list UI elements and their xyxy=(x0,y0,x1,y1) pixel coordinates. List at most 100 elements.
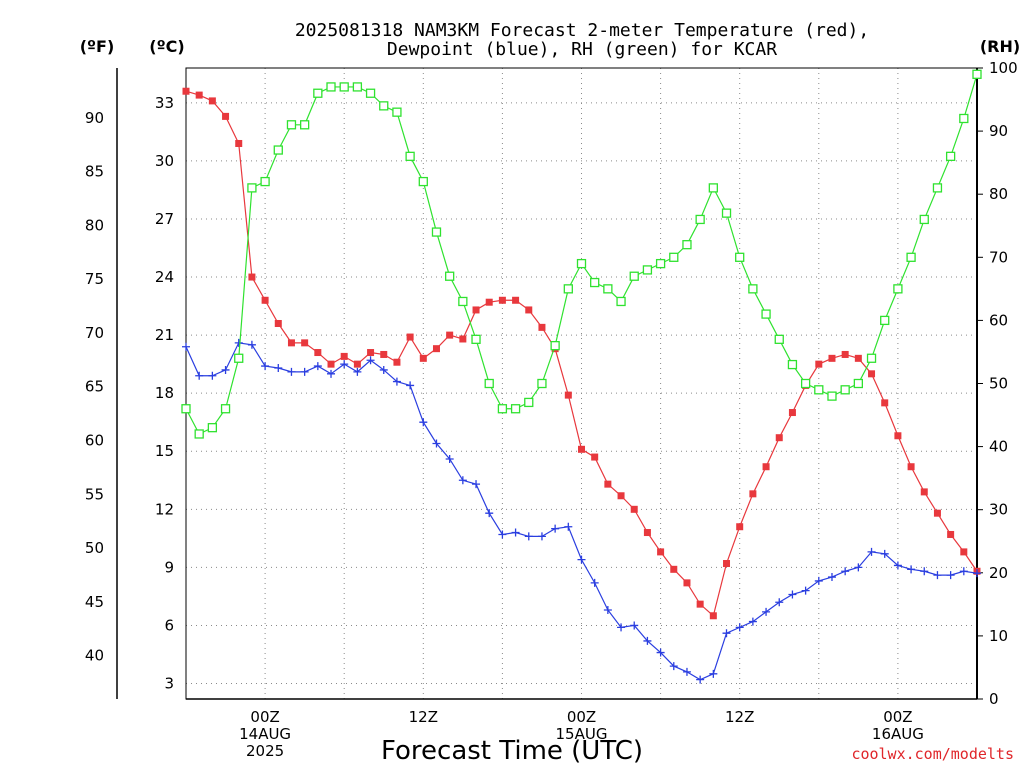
data-point xyxy=(787,359,798,370)
data-point xyxy=(431,227,442,237)
data-point xyxy=(221,365,230,374)
data-point xyxy=(301,339,309,347)
celsius-tick-label: 6 xyxy=(164,616,174,634)
data-point xyxy=(459,335,467,343)
data-point xyxy=(827,573,836,582)
data-point xyxy=(656,648,665,657)
rh-tick-label: 50 xyxy=(989,375,1008,393)
data-point xyxy=(643,529,651,537)
rh-tick-label: 30 xyxy=(989,501,1008,519)
data-point xyxy=(762,463,770,471)
data-point xyxy=(907,463,915,471)
celsius-tick-label: 24 xyxy=(155,268,174,286)
data-point xyxy=(616,296,626,307)
data-point xyxy=(617,492,625,500)
series-dewpoint-c xyxy=(182,338,981,684)
data-point xyxy=(380,350,388,358)
data-point xyxy=(643,636,652,645)
data-point xyxy=(947,530,955,538)
rh-tick-label: 0 xyxy=(989,690,999,708)
data-point xyxy=(827,391,837,401)
data-point xyxy=(432,439,441,448)
fahrenheit-tick-label: 75 xyxy=(85,270,104,288)
celsius-tick-label: 27 xyxy=(155,210,174,228)
data-point xyxy=(365,88,376,98)
data-point xyxy=(537,378,547,389)
x-tick-label: 00Z xyxy=(250,708,279,726)
data-point xyxy=(498,530,507,539)
data-point xyxy=(866,353,877,363)
data-point xyxy=(683,579,691,587)
data-point xyxy=(181,404,191,414)
data-point xyxy=(497,404,508,414)
credit-text[interactable]: coolwx.com/modelts xyxy=(851,745,1014,763)
data-point xyxy=(960,548,968,556)
data-point xyxy=(788,590,797,599)
data-point xyxy=(551,524,560,533)
celsius-tick-label: 9 xyxy=(164,558,174,576)
data-point xyxy=(208,371,217,380)
data-point xyxy=(182,87,190,95)
celsius-tick-label: 3 xyxy=(164,675,174,693)
data-point xyxy=(446,331,454,339)
data-point xyxy=(973,569,981,578)
data-point xyxy=(260,176,270,187)
x-tick-label: 12Z xyxy=(725,708,754,726)
data-point xyxy=(749,490,757,498)
data-point xyxy=(933,509,941,517)
fahrenheit-tick-label: 85 xyxy=(85,163,104,181)
celsius-tick-label: 30 xyxy=(155,152,174,170)
celsius-tick-label: 18 xyxy=(155,384,174,402)
fahrenheit-tick-label: 65 xyxy=(85,378,104,396)
data-point xyxy=(630,505,638,513)
data-point xyxy=(788,409,796,417)
data-point xyxy=(392,377,401,386)
data-point xyxy=(762,607,771,616)
data-point xyxy=(800,378,811,389)
data-point xyxy=(379,101,389,111)
data-point xyxy=(945,151,956,161)
data-point xyxy=(814,385,824,395)
data-point xyxy=(458,296,468,307)
data-point xyxy=(248,273,256,281)
data-point xyxy=(959,567,968,576)
rh-tick-label: 40 xyxy=(989,438,1008,456)
data-point xyxy=(696,600,704,608)
fahrenheit-tick-label: 50 xyxy=(85,539,104,557)
data-point xyxy=(682,667,691,676)
celsius-tick-label: 15 xyxy=(155,442,174,460)
data-point xyxy=(708,183,718,193)
celsius-tick-label: 33 xyxy=(155,94,174,112)
data-point xyxy=(840,385,850,395)
rh-tick-label: 80 xyxy=(989,185,1008,203)
x-tick-label: 00Z xyxy=(883,708,912,726)
fahrenheit-tick-label: 80 xyxy=(85,216,104,234)
data-point xyxy=(893,284,903,294)
data-point xyxy=(314,349,322,357)
data-point xyxy=(604,480,612,488)
fahrenheit-tick-label: 45 xyxy=(85,593,104,611)
data-point xyxy=(405,151,415,161)
data-point xyxy=(458,476,467,485)
data-point xyxy=(629,271,639,281)
tick-labels: 3 6 9 12 15 18 21 24 27 30 33 40 45 50 55 60 65 70 75 80 85 9… xyxy=(85,59,1018,760)
data-point xyxy=(274,364,283,373)
x-tick-label: 2025 xyxy=(246,742,284,760)
data-point xyxy=(299,120,310,130)
data-point xyxy=(735,623,744,632)
data-point xyxy=(340,352,348,360)
data-point xyxy=(512,296,520,304)
grid-lines xyxy=(186,68,977,699)
data-point xyxy=(854,563,863,572)
data-point xyxy=(828,354,836,362)
data-point xyxy=(366,356,375,365)
data-point xyxy=(880,315,890,326)
data-point xyxy=(406,381,415,390)
fahrenheit-tick-label: 55 xyxy=(85,485,104,503)
data-point xyxy=(379,365,388,374)
data-point xyxy=(630,621,639,630)
unit-rh-label: (RH) xyxy=(980,37,1020,56)
fahrenheit-tick-label: 60 xyxy=(85,431,104,449)
data-point xyxy=(273,145,283,155)
